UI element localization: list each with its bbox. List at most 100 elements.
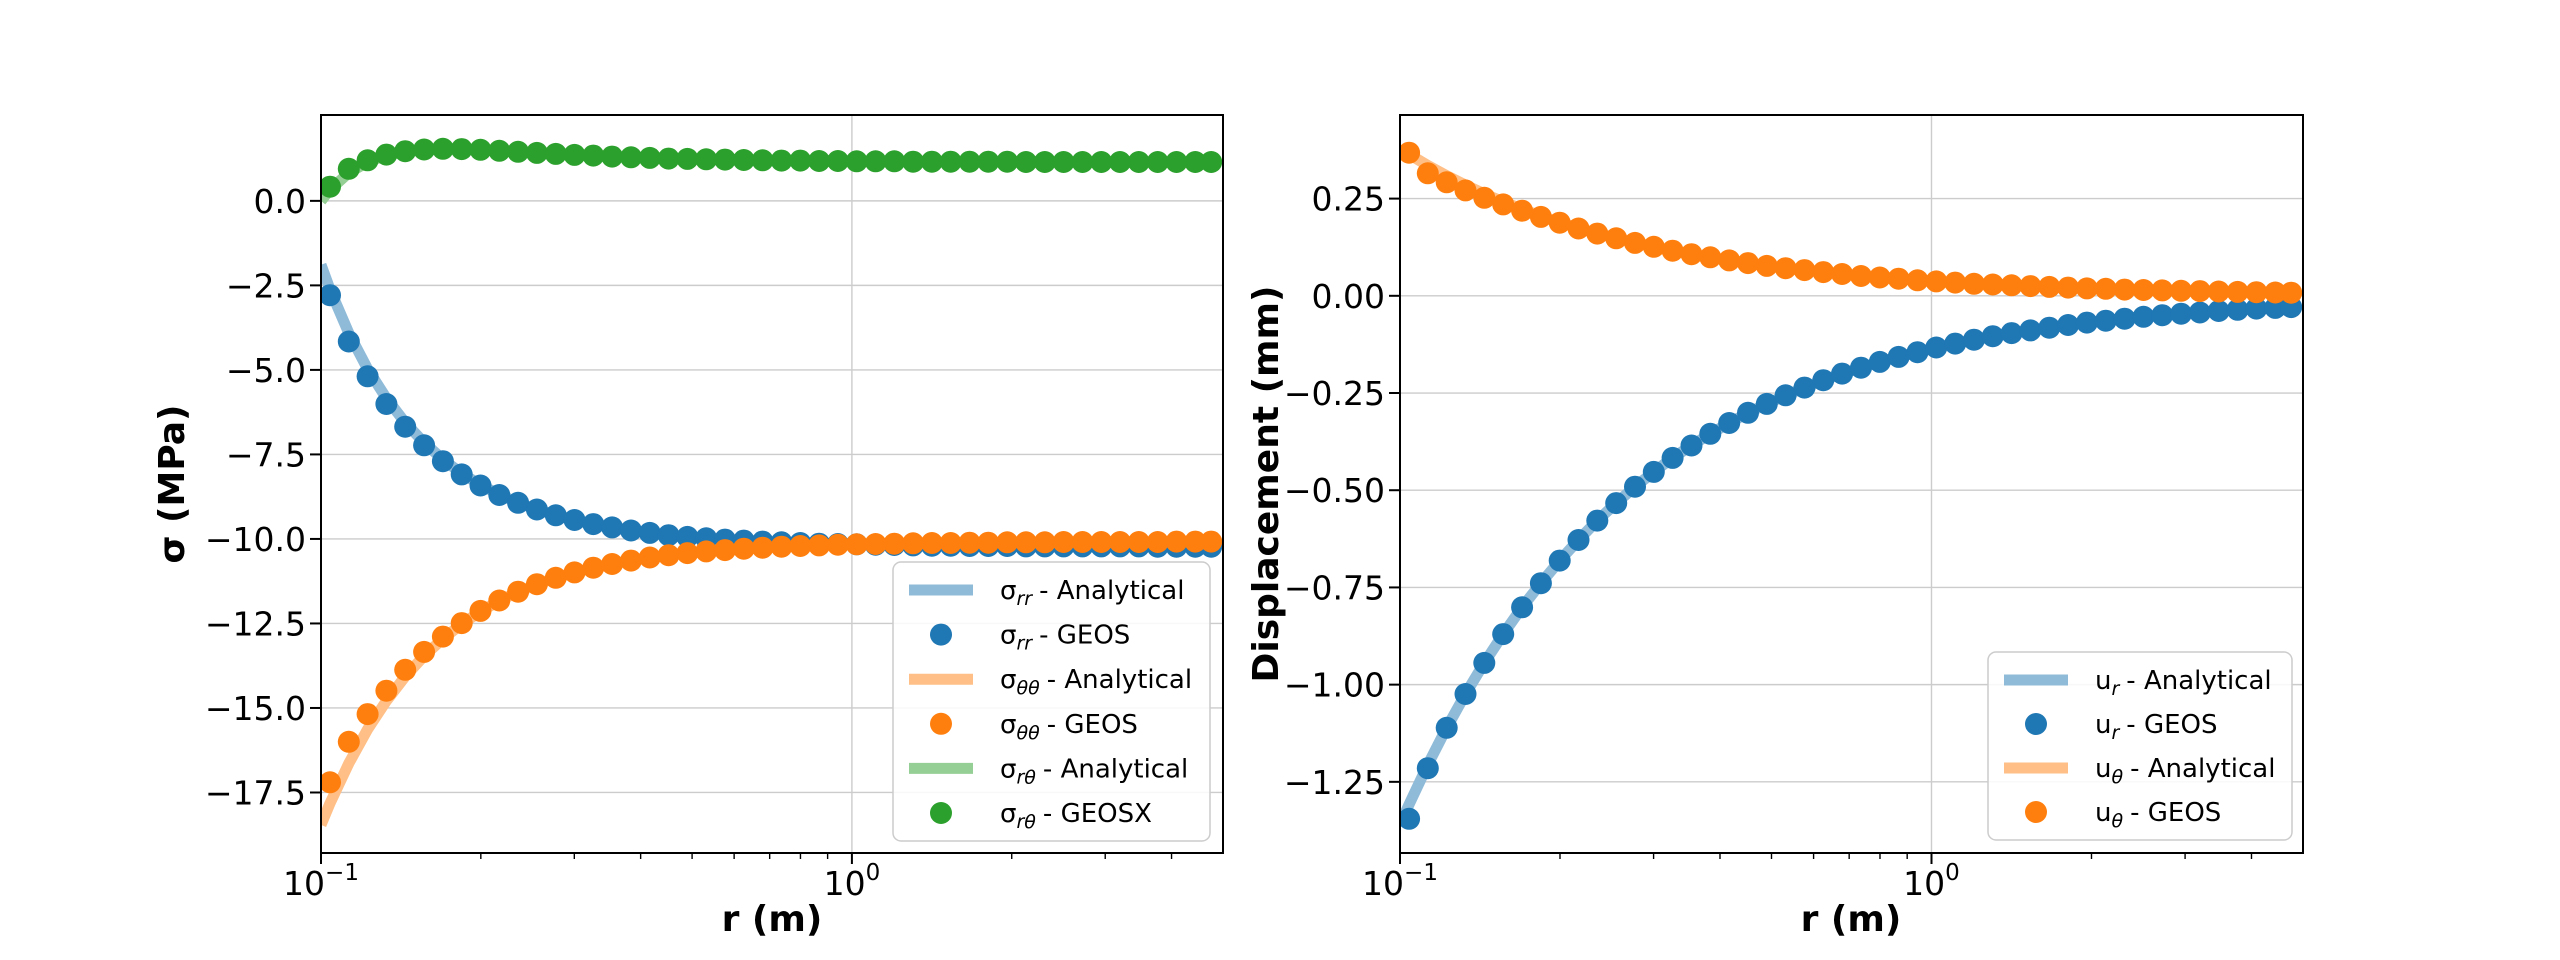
- data-point: [732, 149, 755, 171]
- legend-label: ur - GEOS: [2095, 710, 2218, 744]
- data-point: [2264, 296, 2287, 319]
- data-point: [1400, 141, 1421, 164]
- data-point: [1165, 151, 1188, 173]
- data-point: [1435, 171, 1458, 194]
- legend-dot-swatch: [930, 802, 952, 824]
- data-point: [1699, 246, 1722, 269]
- y-tick-label: 0.25: [1312, 180, 1385, 219]
- y-tick-label: −17.5: [205, 773, 306, 812]
- data-point: [2188, 280, 2211, 303]
- x-tick-label: 100: [1903, 860, 1960, 903]
- data-point: [751, 149, 774, 172]
- data-point: [1416, 757, 1439, 780]
- data-point: [1071, 151, 1094, 173]
- data-point: [1416, 162, 1439, 185]
- data-point: [1981, 325, 2004, 348]
- data-point: [563, 509, 586, 531]
- data-point: [977, 150, 1000, 173]
- right-y-axis-label: Displacement (mm): [1246, 285, 1287, 682]
- data-point: [2151, 304, 2174, 327]
- data-point: [507, 580, 530, 603]
- legend-label: σrθ - GEOSX: [1000, 799, 1152, 833]
- data-point: [1109, 151, 1131, 173]
- data-point: [1624, 231, 1646, 254]
- data-point: [356, 149, 379, 172]
- data-point: [1109, 531, 1131, 553]
- data-point: [1850, 356, 1872, 379]
- data-point: [958, 150, 981, 173]
- data-point: [714, 539, 736, 562]
- data-point: [1812, 369, 1835, 392]
- data-point: [2000, 274, 2023, 297]
- y-tick-label: −1.25: [1284, 763, 1385, 802]
- series-u-r-geos-dots: [1400, 296, 2303, 830]
- data-point: [883, 150, 906, 173]
- data-point: [751, 536, 774, 559]
- data-point: [525, 573, 548, 596]
- series-sigma-tt-geos-dots: [321, 530, 1223, 794]
- data-point: [1548, 549, 1571, 572]
- legend-label: σrr - GEOS: [1000, 621, 1130, 655]
- data-point: [638, 546, 661, 569]
- data-point: [1511, 596, 1534, 619]
- data-point: [920, 150, 943, 173]
- data-point: [2226, 298, 2249, 321]
- data-point: [1699, 422, 1722, 445]
- data-point: [1015, 531, 1037, 554]
- data-point: [1492, 623, 1515, 646]
- y-tick-label: −10.0: [205, 520, 306, 559]
- data-point: [1052, 531, 1075, 553]
- data-point: [845, 533, 868, 556]
- data-point: [2094, 309, 2117, 332]
- data-point: [413, 434, 436, 457]
- data-point: [2000, 322, 2023, 345]
- data-point: [582, 556, 605, 579]
- data-point: [375, 143, 398, 166]
- data-point: [1718, 412, 1741, 434]
- data-point: [1812, 261, 1835, 284]
- data-point: [413, 640, 436, 663]
- data-point: [1090, 531, 1113, 553]
- data-point: [845, 150, 868, 173]
- data-point: [826, 150, 849, 172]
- data-point: [1529, 572, 1552, 595]
- data-point: [1887, 345, 1910, 368]
- data-point: [770, 535, 793, 558]
- data-point: [544, 504, 567, 527]
- legend-dot-swatch: [2025, 801, 2047, 823]
- data-point: [1015, 151, 1037, 173]
- data-point: [1586, 222, 1609, 245]
- data-point: [1774, 384, 1797, 407]
- data-point: [1793, 259, 1816, 282]
- legend-dot-swatch: [930, 623, 952, 646]
- data-point: [695, 148, 718, 171]
- data-point: [431, 137, 454, 160]
- data-point: [996, 531, 1019, 554]
- data-point: [676, 525, 699, 548]
- data-point: [1642, 460, 1665, 483]
- data-point: [770, 149, 793, 172]
- left-x-axis-label: r (m): [722, 899, 823, 940]
- data-point: [1680, 243, 1703, 266]
- data-point: [826, 533, 849, 556]
- legend-label: σrθ - Analytical: [1000, 754, 1188, 788]
- x-tick-label: 100: [824, 860, 881, 903]
- data-point: [1868, 266, 1891, 289]
- data-point: [1146, 531, 1169, 553]
- legend-box: [1987, 651, 2293, 841]
- data-point: [2188, 301, 2211, 324]
- data-point: [732, 537, 755, 560]
- data-point: [488, 139, 511, 162]
- data-point: [2245, 297, 2268, 320]
- data-point: [2038, 275, 2061, 298]
- y-tick-label: −5.0: [226, 351, 306, 390]
- data-point: [337, 330, 360, 353]
- data-point: [1567, 217, 1590, 240]
- data-point: [431, 450, 454, 473]
- data-point: [356, 703, 379, 726]
- data-point: [657, 544, 680, 567]
- data-point: [864, 533, 887, 555]
- data-point: [1567, 529, 1590, 551]
- data-point: [337, 730, 360, 753]
- data-point: [1737, 401, 1759, 424]
